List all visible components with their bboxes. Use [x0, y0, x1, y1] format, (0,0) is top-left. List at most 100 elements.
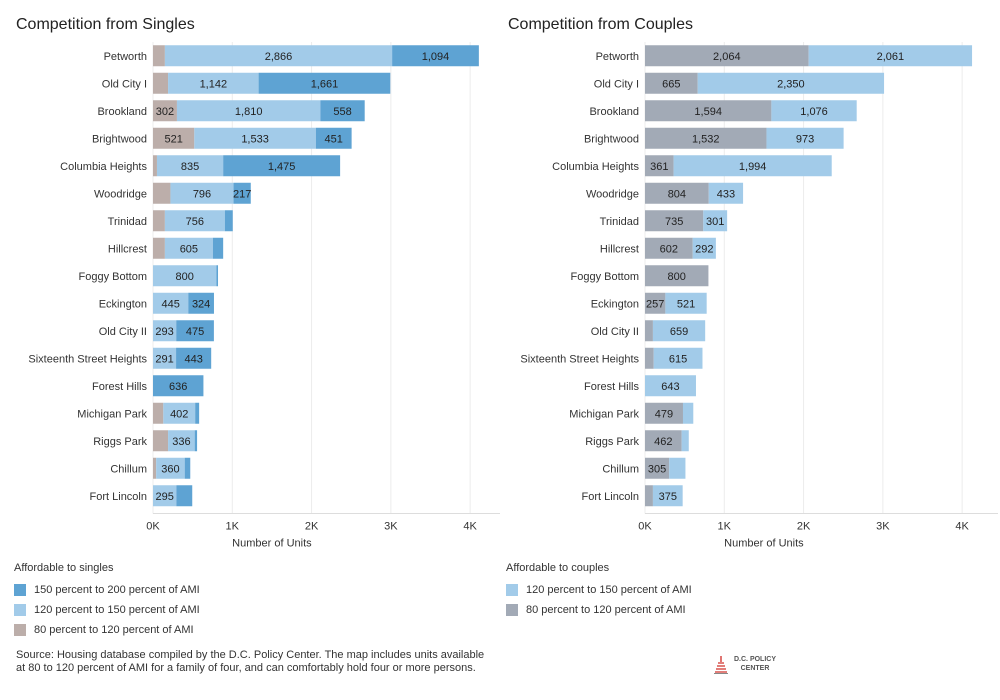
couples-bar-segment: [703, 210, 728, 232]
singles-bar-segment: [216, 265, 219, 287]
singles-legend-item: 120 percent to 150 percent of AMI: [14, 600, 200, 620]
singles-bar-segment: [188, 292, 214, 314]
singles-data-label: 302: [156, 106, 174, 118]
singles-data-label: 796: [193, 188, 211, 200]
couples-bar-segment: [669, 457, 686, 479]
couples-legend-item: 120 percent to 150 percent of AMI: [506, 580, 692, 600]
couples-data-label: 643: [661, 381, 679, 393]
couples-bar-segment: [645, 375, 696, 397]
singles-data-label: 445: [161, 298, 179, 310]
singles-data-label: 1,533: [241, 133, 269, 145]
singles-data-label: 360: [161, 463, 179, 475]
singles-x-tick-label: 4K: [463, 521, 477, 533]
couples-category-label: Foggy Bottom: [571, 271, 639, 283]
singles-legend-swatch: [14, 624, 26, 636]
couples-data-label: 257: [646, 298, 664, 310]
couples-category-label: Old City II: [591, 326, 639, 338]
couples-category-label: Trinidad: [600, 216, 639, 228]
singles-category-label: Old City II: [99, 326, 147, 338]
singles-legend-swatch: [14, 584, 26, 596]
singles-category-label: Brookland: [97, 106, 147, 118]
couples-bar-segment: [653, 347, 703, 369]
singles-bar-segment: [194, 127, 316, 149]
singles-data-label: 756: [186, 216, 204, 228]
singles-legend-title: Affordable to singles: [14, 562, 114, 574]
couples-bar-segment: [645, 320, 653, 342]
singles-data-label: 291: [155, 353, 173, 365]
capitol-logo-icon: [714, 656, 728, 674]
singles-category-label: Sixteenth Street Heights: [28, 353, 147, 365]
singles-legend-items: 150 percent to 200 percent of AMI 120 per…: [14, 580, 200, 640]
couples-data-label: 361: [650, 161, 668, 173]
couples-bar-segment: [645, 155, 674, 177]
singles-bar-segment: [258, 72, 391, 94]
singles-data-label: 1,094: [422, 51, 450, 63]
couples-category-label: Old City I: [594, 78, 639, 90]
singles-x-axis-label: Number of Units: [232, 538, 312, 550]
singles-data-label: 324: [192, 298, 210, 310]
couples-legend-swatch: [506, 604, 518, 616]
couples-category-label: Brookland: [589, 106, 639, 118]
couples-bar-segment: [665, 292, 707, 314]
couples-bar-segment: [645, 237, 693, 259]
singles-bar-segment: [156, 457, 185, 479]
singles-bar-segment: [153, 457, 157, 479]
singles-category-label: Michigan Park: [77, 408, 147, 420]
couples-bar-segment: [708, 182, 744, 204]
couples-x-tick-label: 1K: [718, 521, 732, 533]
singles-bar-segment: [320, 100, 365, 122]
singles-bar-segment: [153, 347, 177, 369]
couples-bar-segment: [771, 100, 857, 122]
couples-legend-title: Affordable to couples: [506, 562, 610, 574]
singles-x-tick-label: 2K: [305, 521, 319, 533]
singles-bar-segment: [170, 182, 234, 204]
couples-bar-segment: [652, 485, 683, 507]
couples-data-label: 521: [677, 298, 695, 310]
couples-category-label: Woodridge: [586, 188, 639, 200]
couples-data-label: 804: [668, 188, 686, 200]
singles-data-label: 336: [172, 436, 190, 448]
singles-data-label: 293: [155, 326, 173, 338]
couples-bar-segment: [645, 430, 682, 452]
singles-bar-segment: [156, 155, 224, 177]
couples-legend-swatch: [506, 584, 518, 596]
singles-data-label: 800: [176, 271, 194, 283]
singles-category-label: Foggy Bottom: [79, 271, 147, 283]
singles-bar-segment: [164, 237, 213, 259]
couples-data-label: 659: [670, 326, 688, 338]
couples-bar-segment: [645, 265, 709, 287]
couples-bar-segment: [645, 210, 704, 232]
couples-legend-items: 120 percent to 150 percent of AMI 80 perc…: [506, 580, 692, 620]
singles-data-label: 2,866: [265, 51, 293, 63]
singles-data-label: 217: [233, 188, 251, 200]
couples-category-label: Columbia Heights: [552, 161, 639, 173]
source-note: Source: Housing database compiled by the…: [16, 649, 485, 674]
singles-category-label: Columbia Heights: [60, 161, 147, 173]
singles-bar-segment: [153, 210, 165, 232]
couples-data-label: 433: [717, 188, 735, 200]
couples-x-tick-label: 4K: [955, 521, 969, 533]
couples-bar-chart: Petworth 2,064 2,061 Old City I 665 2,350 Broo…: [520, 42, 998, 550]
couples-bar-segment: [645, 72, 698, 94]
singles-category-label: Brightwood: [92, 133, 147, 145]
logo-line2: CENTER: [740, 665, 770, 672]
singles-bar-segment: [153, 375, 204, 397]
singles-bar-segment: [194, 430, 198, 452]
singles-x-tick-label: 0K: [146, 521, 160, 533]
couples-bar-segment: [645, 457, 670, 479]
singles-data-label: 521: [164, 133, 182, 145]
couples-data-label: 1,594: [694, 106, 722, 118]
singles-data-label: 451: [325, 133, 343, 145]
singles-bar-segment: [153, 265, 217, 287]
couples-bar-segment: [697, 72, 885, 94]
singles-bar-segment: [233, 182, 251, 204]
singles-bar-segment: [164, 45, 393, 67]
singles-bar-segment: [315, 127, 352, 149]
couples-data-label: 301: [706, 216, 724, 228]
singles-bar-segment: [153, 155, 157, 177]
couples-data-label: 602: [660, 243, 678, 255]
couples-data-label: 375: [659, 491, 677, 503]
couples-bar-segment: [645, 347, 654, 369]
singles-legend-swatch: [14, 604, 26, 616]
singles-category-label: Forest Hills: [92, 381, 148, 393]
